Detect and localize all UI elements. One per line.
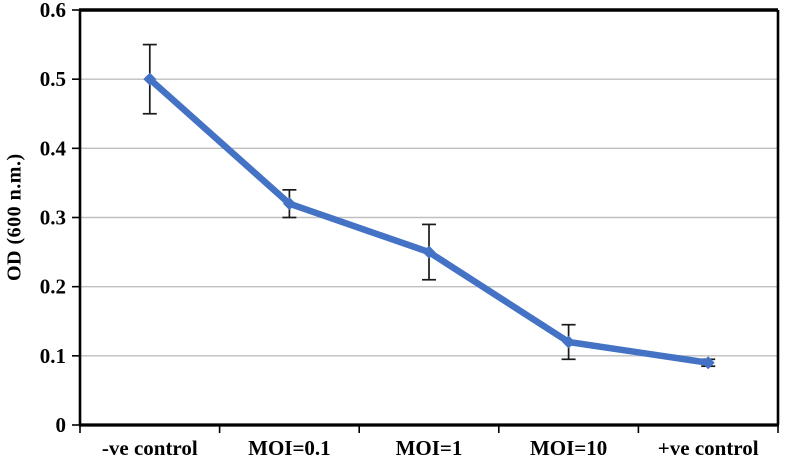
y-tick-label: 0.2	[40, 275, 66, 299]
data-point-marker	[422, 245, 436, 259]
x-category-label: -ve control	[102, 436, 198, 460]
y-tick-label: 0.3	[40, 206, 66, 230]
y-tick-label: 0.1	[40, 344, 66, 368]
y-tick-label: 0.4	[40, 136, 67, 160]
y-tick-label: 0.6	[40, 0, 66, 22]
x-category-label: MOI=1	[396, 436, 463, 460]
x-category-label: MOI=0.1	[248, 436, 331, 460]
y-tick-label: 0	[56, 413, 67, 437]
data-line	[146, 75, 712, 366]
data-point-marker	[701, 356, 715, 370]
data-point-marker	[282, 197, 296, 211]
x-category-label: MOI=10	[530, 436, 607, 460]
x-category-label: +ve control	[658, 436, 759, 460]
y-tick-label: 0.5	[40, 67, 66, 91]
data-point-marker	[143, 72, 157, 86]
data-point-marker	[562, 335, 576, 349]
